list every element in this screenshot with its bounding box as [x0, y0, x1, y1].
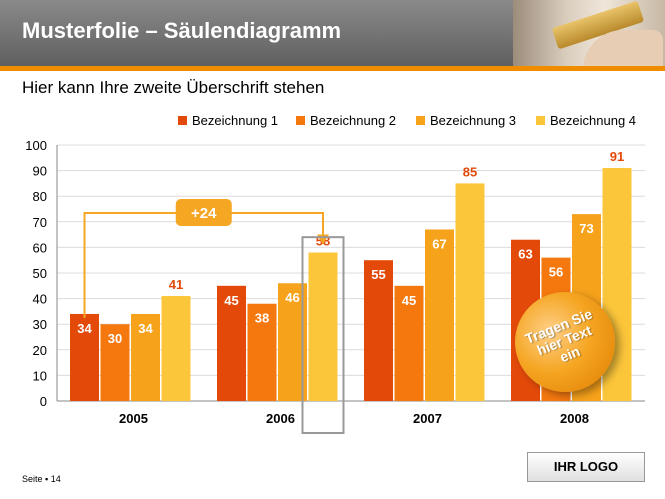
y-tick-label: 70 [33, 215, 47, 230]
bar [455, 183, 485, 401]
bar [247, 303, 277, 401]
bar-value-label: 91 [610, 149, 624, 164]
y-tick-label: 0 [40, 394, 47, 409]
y-tick-label: 60 [33, 240, 47, 255]
bar [217, 285, 246, 401]
highlight-frame [301, 236, 345, 434]
bubble-text: Tragen Sie hier Text ein [522, 305, 595, 366]
y-tick-label: 20 [33, 343, 47, 358]
x-tick-label: 2007 [413, 411, 442, 426]
bar [425, 229, 454, 401]
page-title: Musterfolie – Säulendiagramm [22, 18, 342, 43]
bar-value-label: 45 [224, 293, 238, 308]
bar [308, 252, 338, 401]
bar-value-label: 38 [255, 311, 269, 326]
bar-value-label: 30 [108, 331, 122, 346]
bar-value-label: 41 [169, 277, 183, 292]
accent-bar [0, 66, 665, 71]
page-number: Seite ▪ 14 [22, 474, 61, 484]
bar-value-label: 63 [518, 247, 532, 262]
legend-swatch [536, 116, 545, 125]
y-tick-label: 10 [33, 368, 47, 383]
bar [394, 285, 424, 401]
bar-value-label: 67 [432, 236, 446, 251]
legend-label: Bezeichnung 1 [192, 113, 278, 128]
bar-value-label: 45 [402, 293, 416, 308]
bar-value-label: 34 [77, 321, 92, 336]
legend-swatch [296, 116, 305, 125]
legend-label: Bezeichnung 3 [430, 113, 516, 128]
y-tick-label: 90 [33, 164, 47, 179]
x-tick-label: 2008 [560, 411, 589, 426]
legend-swatch [416, 116, 425, 125]
y-tick-label: 80 [33, 189, 47, 204]
bar-value-label: 85 [463, 164, 477, 179]
bar-value-label: 56 [549, 265, 563, 280]
annotation-label: +24 [191, 205, 217, 222]
y-tick-label: 100 [25, 138, 47, 153]
legend-label: Bezeichnung 2 [310, 113, 396, 128]
bar [70, 313, 99, 401]
legend-label: Bezeichnung 4 [550, 113, 636, 128]
logo-placeholder: IHR LOGO [527, 452, 645, 482]
bar-value-label: 34 [138, 321, 153, 336]
y-tick-label: 30 [33, 317, 47, 332]
bar-value-label: 46 [285, 290, 299, 305]
y-tick-label: 40 [33, 292, 47, 307]
x-tick-label: 2006 [266, 411, 295, 426]
header-photo [513, 0, 665, 66]
bar-value-label: 73 [579, 221, 593, 236]
page-subtitle: Hier kann Ihre zweite Überschrift stehen [22, 78, 325, 97]
x-tick-label: 2005 [119, 411, 148, 426]
legend-swatch [178, 116, 187, 125]
annotation-badge [175, 199, 232, 226]
y-tick-label: 50 [33, 266, 47, 281]
bar [161, 296, 191, 401]
bar [131, 313, 160, 401]
bar-value-label: 55 [371, 267, 385, 282]
bar [100, 324, 130, 401]
bar [364, 260, 393, 401]
